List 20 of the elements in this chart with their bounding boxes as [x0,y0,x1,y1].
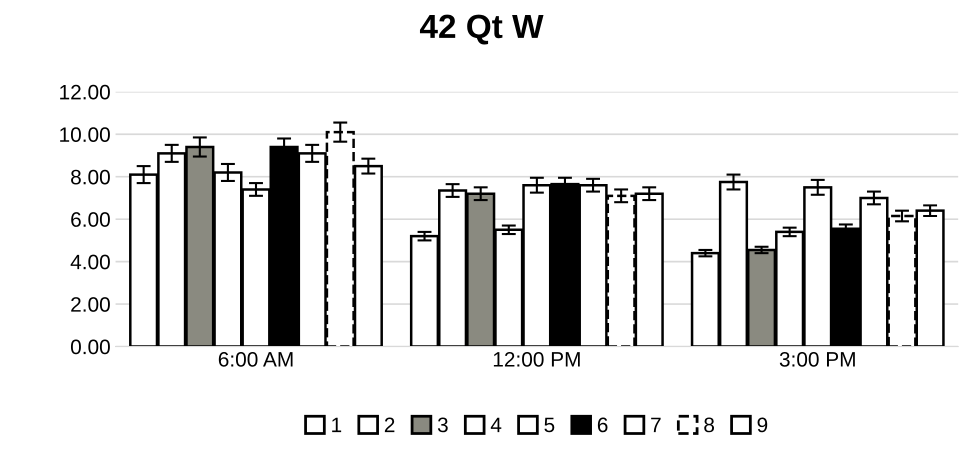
chart-title: 42 Qt W [420,14,544,44]
y-tick-label: 10.00 [60,127,110,142]
y-tick-label: 6.00 [71,212,110,227]
legend-label: 9 [758,418,768,432]
y-tick-label: 8.00 [71,170,110,184]
legend-label: 1 [332,418,342,432]
y-tick-label: 4.00 [70,254,110,270]
legend-label: 2 [384,418,394,432]
x-tick-label: 12:00 PM [494,352,580,367]
y-tick-label: 0.00 [70,340,110,354]
x-tick-label: 3:00 PM [780,352,855,367]
x-tick-label: 6:00 AM [218,352,293,367]
y-tick-label: 12.00 [60,84,110,100]
legend-label: 3 [438,418,448,432]
legend-label: 7 [651,418,661,432]
y-tick-label: 2.00 [71,297,110,312]
legend-label: 6 [598,418,608,432]
legend-label: 4 [490,418,502,432]
legend-label: 5 [544,418,554,432]
legend-label: 8 [704,418,714,432]
